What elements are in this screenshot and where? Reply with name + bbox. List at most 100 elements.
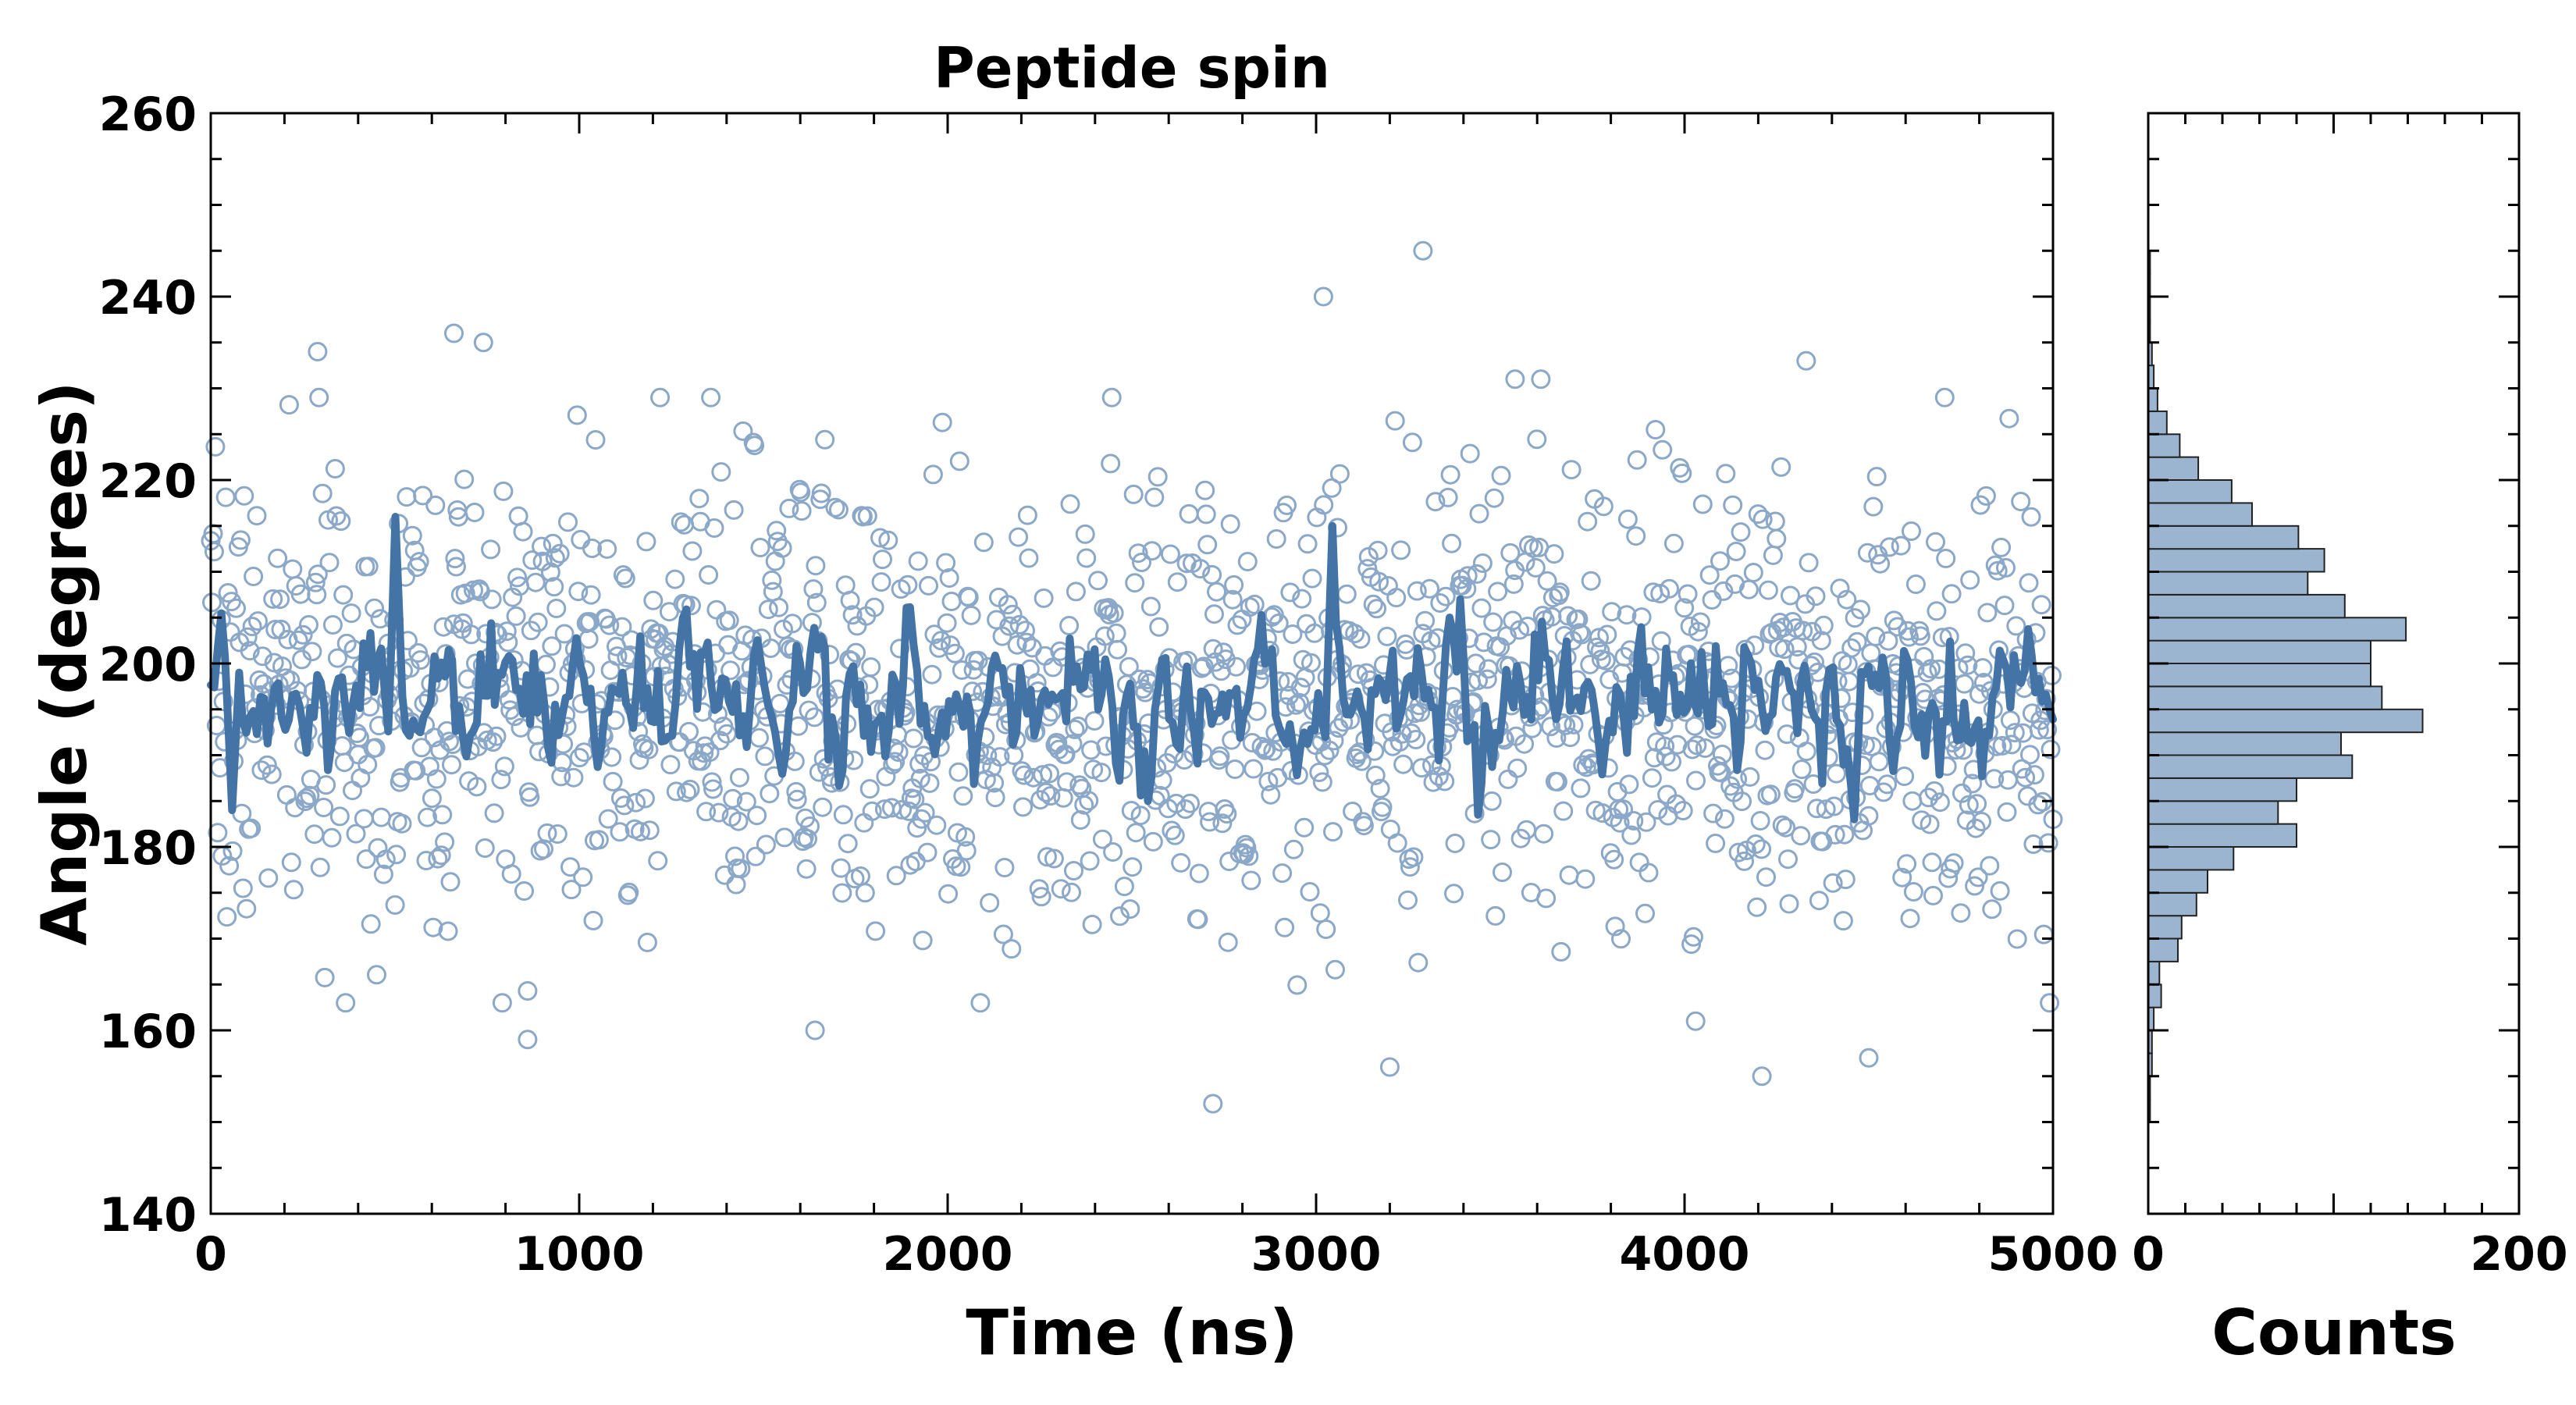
scatter-point — [230, 530, 251, 550]
scatter-point — [1343, 802, 1363, 821]
scatter-point — [1847, 631, 1867, 652]
scatter-point — [1354, 816, 1374, 836]
scatter-point — [636, 532, 656, 552]
scatter-point — [811, 483, 831, 503]
scatter-point — [804, 707, 824, 727]
scatter-point — [1716, 464, 1736, 484]
scatter-point — [1597, 624, 1617, 645]
scatter-point — [1493, 863, 1512, 882]
scatter-point — [1160, 544, 1180, 564]
scatter-point — [1926, 532, 1945, 552]
scatter-point — [431, 845, 451, 866]
scatter-point — [615, 568, 635, 589]
scatter-point — [1200, 812, 1220, 832]
scatter-point — [1944, 853, 1964, 873]
scatter-point — [1468, 670, 1488, 691]
scatter-point — [1726, 542, 1746, 561]
scatter-point — [445, 549, 465, 569]
scatter-point — [1627, 450, 1647, 470]
scatter-point — [1877, 774, 1897, 795]
scatter-point — [1194, 656, 1214, 677]
scatter-point — [1690, 612, 1710, 632]
scatter-point — [486, 726, 507, 746]
histogram-bar — [2147, 846, 2235, 871]
scatter-point — [1892, 867, 1912, 887]
scatter-point — [1190, 559, 1211, 579]
scatter-point — [1578, 511, 1598, 532]
scatter-point — [280, 670, 301, 690]
scatter-point — [240, 641, 260, 661]
scatter-point — [336, 993, 356, 1013]
scatter-point — [1060, 494, 1080, 514]
scatter-point — [2040, 993, 2060, 1013]
scatter-point — [237, 627, 258, 647]
scatter-point — [701, 387, 721, 407]
scatter-point — [963, 660, 984, 680]
scatter-point — [1130, 806, 1151, 826]
scatter-point — [1029, 879, 1049, 899]
scatter-point — [1954, 674, 1974, 694]
scatter-point — [1016, 621, 1035, 641]
scatter-point — [1712, 745, 1732, 764]
scatter-point — [481, 539, 501, 560]
scatter-point — [1016, 632, 1037, 653]
scatter-point — [1106, 623, 1126, 643]
histogram-bar — [2147, 915, 2183, 940]
scatter-point — [1657, 784, 1678, 805]
scatter-point — [1485, 905, 1506, 926]
scatter-point — [905, 789, 925, 809]
scatter-point — [871, 572, 891, 592]
scatter-point — [215, 487, 236, 507]
scatter-point — [1079, 791, 1099, 811]
scatter-point — [1666, 794, 1686, 814]
scatter-point — [1290, 678, 1311, 698]
scatter-point — [600, 615, 620, 635]
histogram-bar — [2147, 548, 2325, 573]
scatter-point — [1036, 782, 1056, 802]
scatter-point — [1614, 799, 1633, 820]
scatter-point — [1217, 804, 1237, 824]
scatter-point — [411, 738, 432, 758]
histogram-bar — [2147, 708, 2424, 734]
scatter-point — [467, 777, 487, 797]
scatter-point — [1391, 540, 1411, 560]
scatter-point — [1444, 884, 1464, 904]
scatter-point — [917, 842, 938, 863]
scatter-point — [1386, 588, 1407, 608]
scatter-point — [1283, 624, 1303, 644]
scatter-point — [281, 852, 301, 873]
scatter-point — [1059, 616, 1080, 635]
scatter-point — [571, 529, 591, 550]
scatter-point — [1142, 541, 1162, 561]
scatter-point — [953, 786, 973, 806]
scatter-point — [1244, 594, 1265, 614]
histogram-bar — [2147, 525, 2300, 550]
scatter-point — [1094, 626, 1115, 646]
scatter-point — [1314, 495, 1334, 515]
scatter-point — [1203, 1094, 1223, 1114]
scatter-point — [1423, 772, 1443, 792]
scatter-point — [1972, 812, 1991, 831]
scatter-point — [650, 387, 671, 407]
scatter-point — [998, 595, 1018, 615]
scatter-point — [1009, 527, 1029, 547]
scatter-point — [1621, 825, 1642, 845]
scatter-point — [258, 868, 279, 888]
scatter-point — [1870, 553, 1891, 574]
scatter-point — [679, 721, 699, 742]
scatter-point — [1407, 581, 1427, 601]
scatter-point — [1009, 614, 1030, 635]
scatter-point — [560, 857, 580, 877]
scatter-point — [293, 624, 313, 645]
scatter-point — [297, 788, 316, 809]
scatter-point — [1297, 534, 1318, 554]
scatter-point — [859, 779, 880, 799]
scatter-point — [1227, 615, 1247, 635]
scatter-point — [910, 768, 930, 788]
scatter-point — [828, 500, 849, 520]
scatter-point — [1642, 768, 1662, 788]
x-tick-label: 4000 — [1620, 1227, 1750, 1282]
scatter-point — [1917, 663, 1937, 683]
scatter-point — [1225, 759, 1245, 779]
